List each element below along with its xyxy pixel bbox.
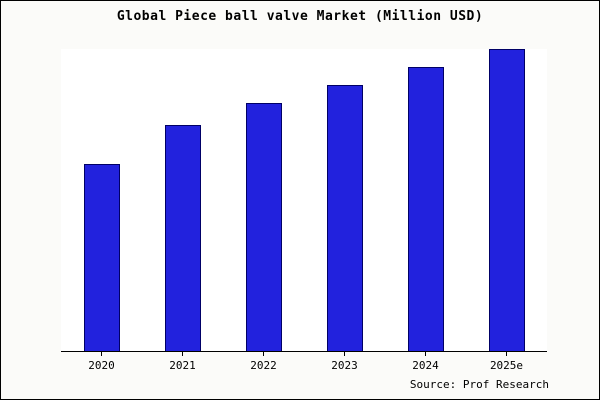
x-tick-label-2022: 2022 (250, 359, 277, 372)
bar-slot-2020 (61, 49, 142, 351)
x-tick-label-2024: 2024 (412, 359, 439, 372)
x-tick (344, 352, 345, 356)
x-tick (425, 352, 426, 356)
bar-2024 (407, 67, 444, 351)
plot-area (61, 49, 547, 352)
bar-slot-2025e (466, 49, 547, 351)
bar-slot-2023 (304, 49, 385, 351)
x-axis-slot-2022: 2022 (223, 352, 304, 372)
x-axis-slot-2024: 2024 (385, 352, 466, 372)
x-axis-slot-2020: 2020 (61, 352, 142, 372)
bar-2025e (488, 49, 525, 351)
bar-2022 (245, 103, 282, 351)
x-tick (263, 352, 264, 356)
source-label: Source: Prof Research (409, 378, 549, 391)
x-tick-label-2021: 2021 (169, 359, 196, 372)
x-tick (182, 352, 183, 356)
bar-2023 (326, 85, 363, 351)
bar-slot-2024 (385, 49, 466, 351)
bar-2021 (164, 124, 201, 351)
chart-title: Global Piece ball valve Market (Million … (116, 9, 484, 24)
x-tick (506, 352, 507, 356)
x-axis-slot-2021: 2021 (142, 352, 223, 372)
x-tick-label-2023: 2023 (331, 359, 358, 372)
x-tick-label-2020: 2020 (88, 359, 115, 372)
bar-slot-2021 (142, 49, 223, 351)
x-tick-label-2025e: 2025e (489, 359, 524, 372)
x-axis: 2020 2021 2022 2023 2024 2025e (61, 352, 547, 372)
bar-2020 (83, 163, 120, 351)
x-axis-slot-2025e: 2025e (466, 352, 547, 372)
bar-slot-2022 (223, 49, 304, 351)
x-tick (101, 352, 102, 356)
x-axis-slot-2023: 2023 (304, 352, 385, 372)
